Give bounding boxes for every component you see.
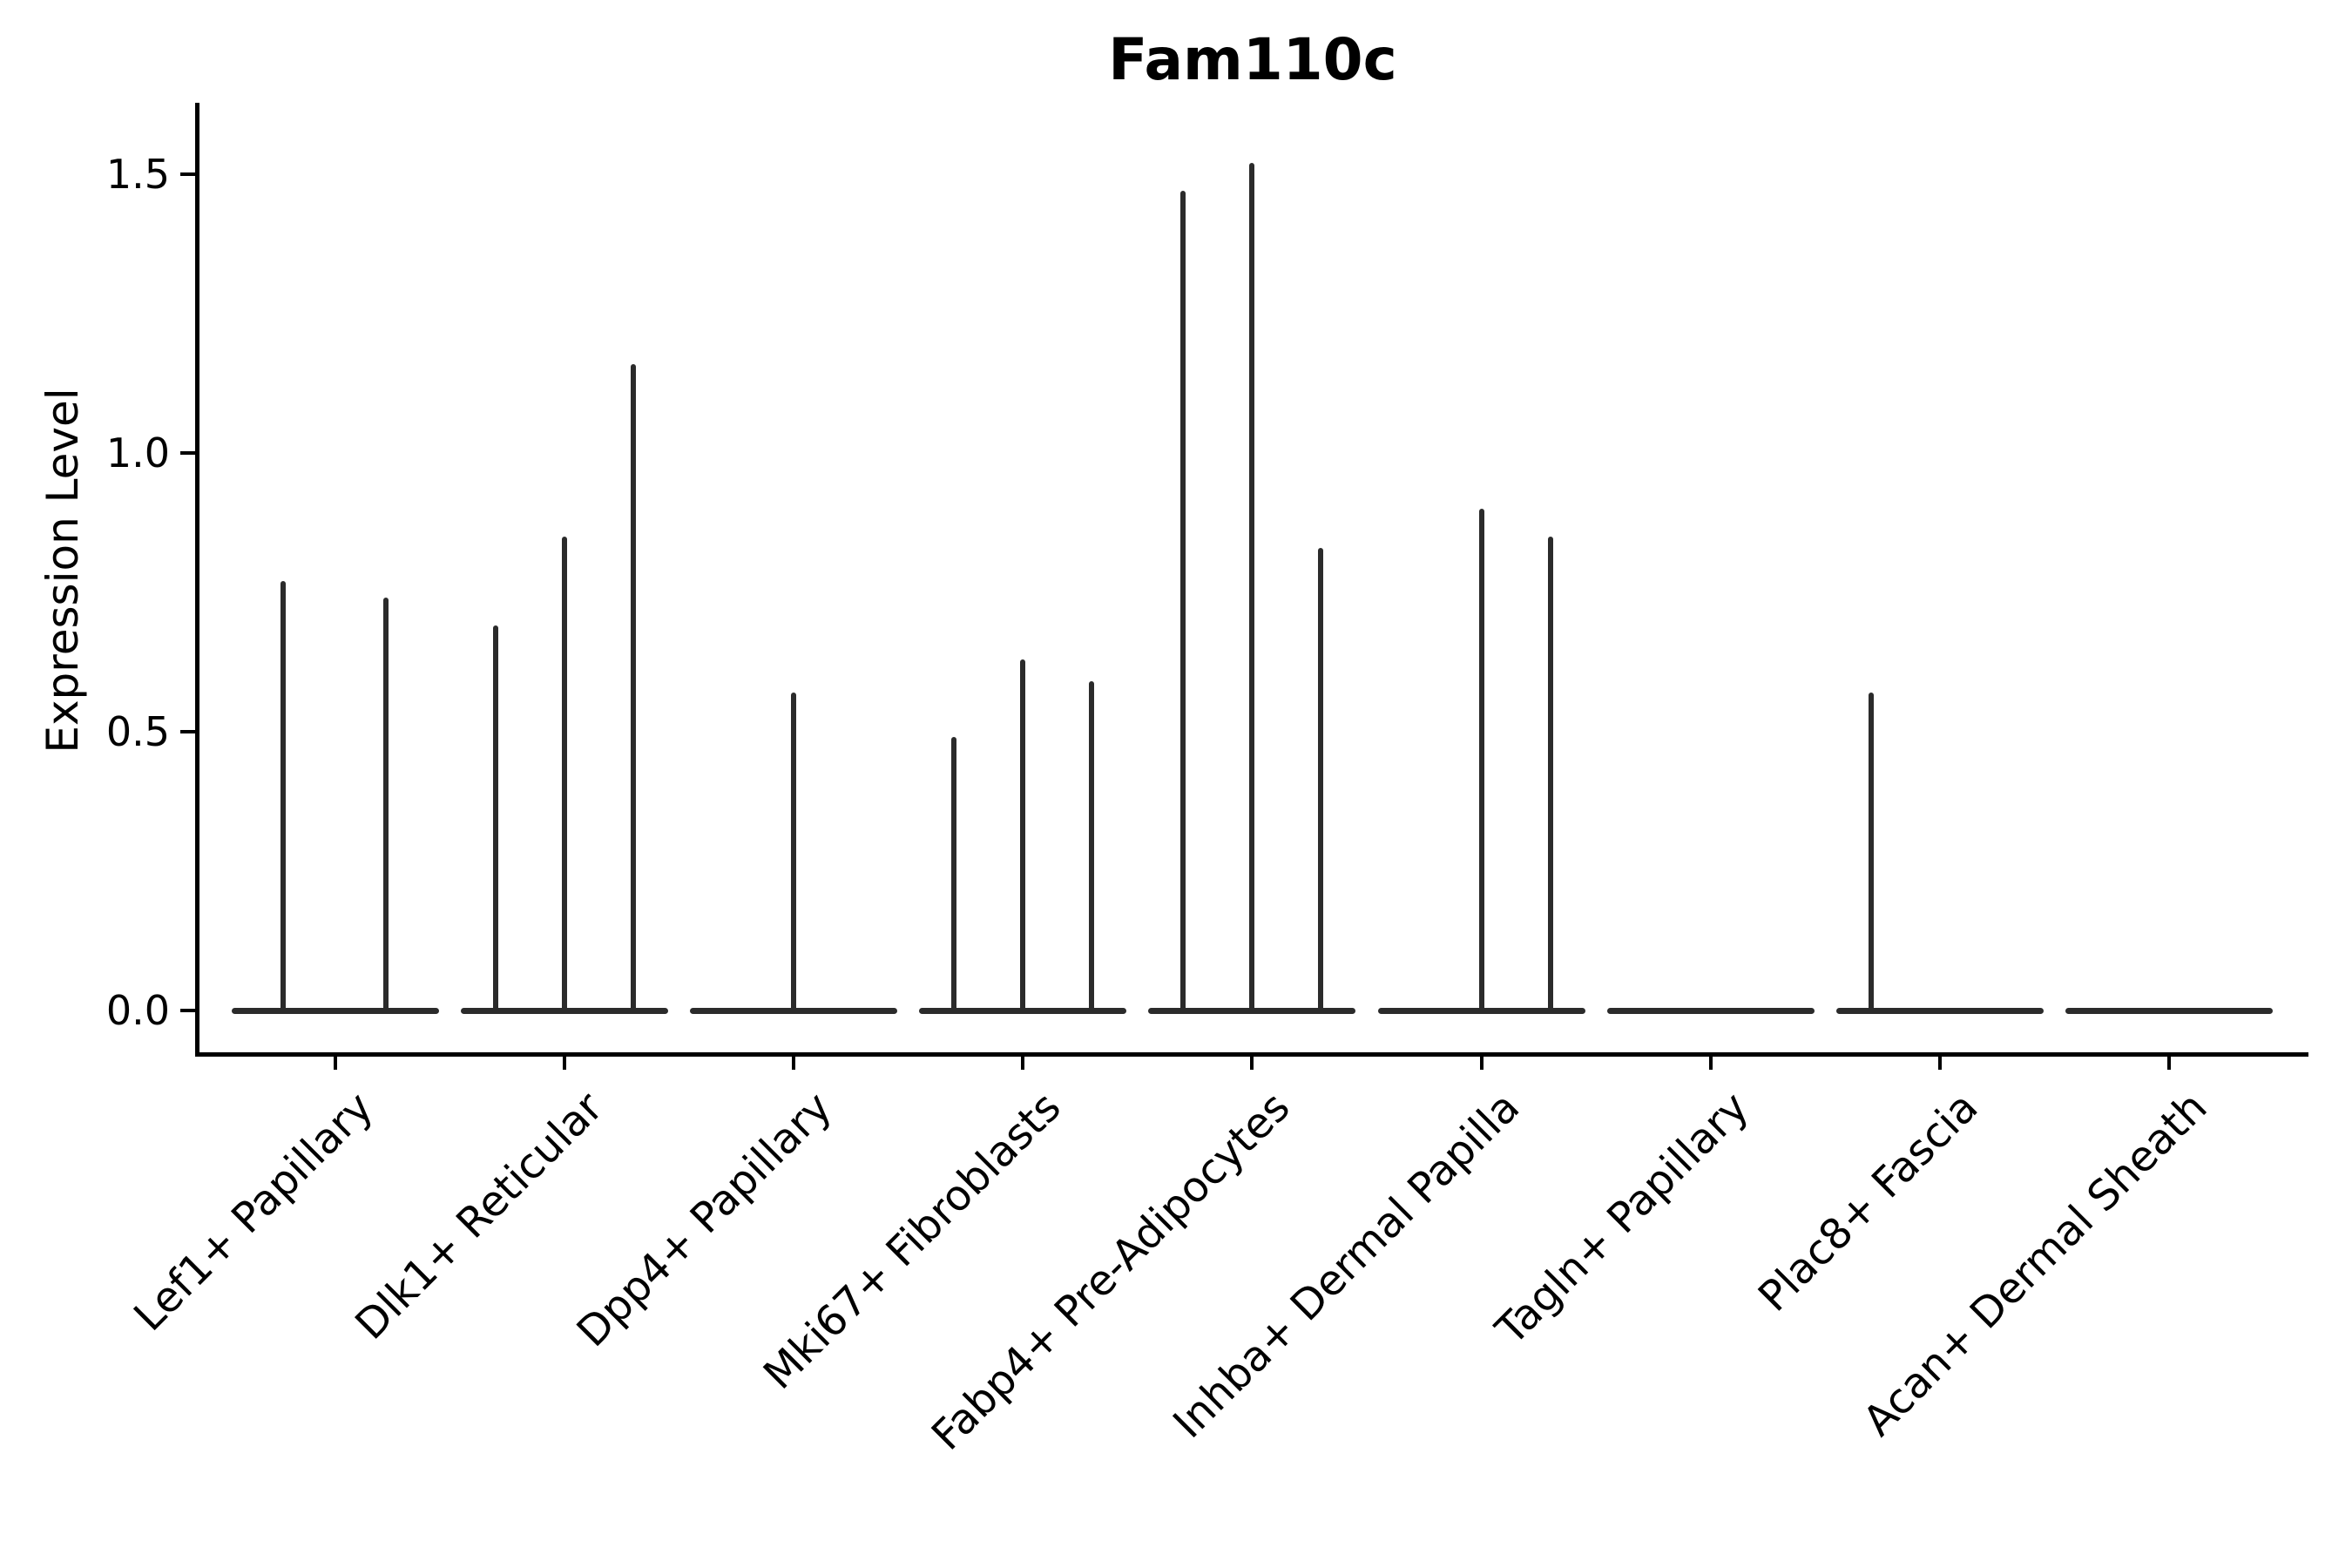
y-tick-label: 1.0 [105,429,170,476]
violin-base [1835,1007,2044,1014]
x-tick-label: Dlk1+ Reticular [346,1083,612,1349]
violin-base [1606,1007,1815,1014]
violin-spike [1478,509,1484,1014]
violin-spike [383,598,389,1014]
x-tick-label: Lef1+ Papillary [125,1083,383,1341]
violin-spike [1318,547,1324,1014]
x-tick [563,1054,567,1070]
violin-spike [493,625,499,1014]
x-tick [1250,1054,1254,1070]
y-tick [180,172,198,176]
violin-spike [562,537,568,1014]
x-tick [1021,1054,1025,1070]
x-tick [334,1054,337,1070]
violin-spike [791,693,797,1014]
violin-spike [1547,537,1553,1014]
violin-base [2065,1007,2273,1014]
x-tick [792,1054,796,1070]
y-tick-label: 0.5 [105,708,170,755]
violin-spike [1249,163,1255,1014]
x-tick [1937,1054,1942,1070]
y-tick-label: 1.5 [105,151,170,198]
y-tick [180,1009,198,1012]
x-tick-label: Plac8+ Fascia [1748,1083,1988,1321]
violin-spike [1020,659,1026,1014]
violin-spike [631,363,637,1014]
violin-spike [1180,191,1186,1014]
plot-title: Fam110c [1108,26,1397,93]
y-axis-label: Expression Level [37,388,88,754]
x-tick [1479,1054,1484,1070]
x-tick-label: Dpp4+ Papillary [567,1083,841,1357]
y-tick [180,730,198,733]
y-tick [180,451,198,455]
violin-spike [1089,681,1095,1014]
x-tick [2166,1054,2171,1070]
y-tick-label: 0.0 [105,987,170,1034]
violin-base [232,1007,439,1014]
violin-spike [1868,693,1874,1014]
violin-spike [951,737,957,1014]
x-tick-label: Tagln+ Papillary [1486,1083,1759,1355]
y-axis-spine [195,103,199,1057]
x-tick [1708,1054,1713,1070]
violin-spike [280,581,286,1014]
